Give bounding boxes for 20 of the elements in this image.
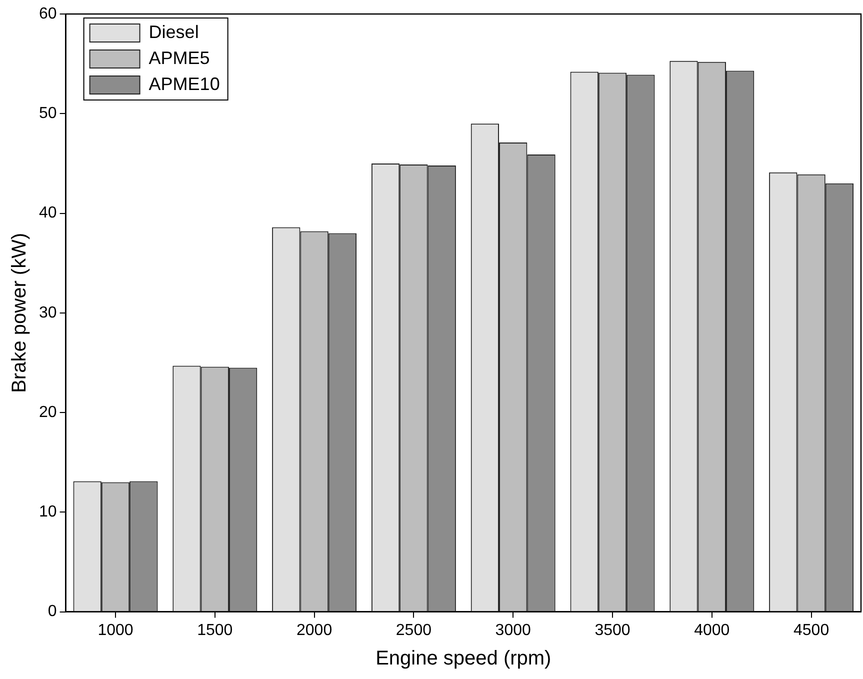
- y-axis-title: Brake power (kW): [8, 232, 31, 393]
- x-tick-label: 3000: [495, 622, 531, 639]
- y-tick-label: 20: [39, 404, 57, 421]
- x-axis-title: Engine speed (rpm): [376, 648, 552, 670]
- y-tick-label: 40: [39, 204, 57, 222]
- x-tick-label: 4500: [794, 622, 830, 639]
- x-tick-label: 1500: [197, 622, 233, 639]
- y-tick-label: 60: [39, 5, 57, 22]
- x-tick-label: 1000: [98, 622, 134, 639]
- y-tick-label: 0: [48, 603, 57, 620]
- legend-label: APME10: [148, 74, 220, 94]
- x-tick-label: 4000: [694, 622, 730, 639]
- x-tick-label: 3500: [594, 622, 630, 639]
- y-tick-label: 30: [39, 304, 57, 322]
- y-tick-label: 10: [39, 504, 57, 521]
- legend-label: Diesel: [148, 22, 199, 42]
- y-tick-label: 50: [39, 105, 57, 122]
- legend-label: APME5: [148, 48, 210, 68]
- x-tick-label: 2000: [296, 622, 332, 639]
- x-tick-label: 2500: [396, 622, 432, 639]
